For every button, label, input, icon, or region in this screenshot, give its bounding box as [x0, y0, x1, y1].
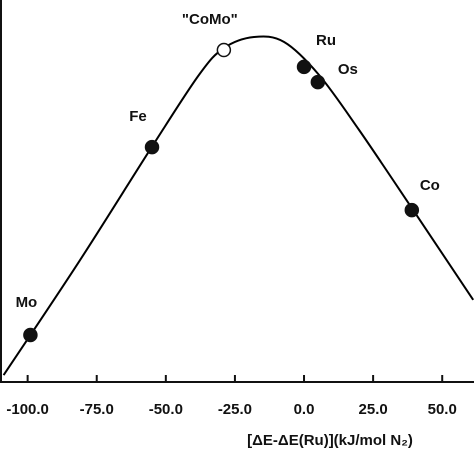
point-label: Co — [420, 177, 440, 194]
data-point — [404, 202, 420, 218]
point-label: Os — [338, 61, 358, 78]
x-tick-label: 0.0 — [294, 401, 315, 418]
data-point — [144, 139, 160, 155]
data-point — [310, 74, 326, 90]
data-point — [296, 59, 312, 75]
point-label: Ru — [316, 32, 336, 49]
x-axis-label: [ΔE-ΔE(Ru)](kJ/mol N₂) — [247, 432, 413, 449]
x-tick-label: -75.0 — [80, 401, 114, 418]
x-tick-label: 50.0 — [428, 401, 457, 418]
x-tick-label: 25.0 — [359, 401, 388, 418]
point-label: Mo — [16, 294, 38, 311]
data-point — [23, 327, 38, 343]
point-label: Fe — [129, 108, 147, 125]
data-point — [216, 42, 232, 58]
x-tick-label: -25.0 — [218, 401, 252, 418]
volcano-curve — [2, 35, 474, 376]
x-tick-label: -50.0 — [149, 401, 183, 418]
x-tick-label: -100.0 — [6, 401, 49, 418]
point-label: "CoMo" — [182, 11, 238, 28]
